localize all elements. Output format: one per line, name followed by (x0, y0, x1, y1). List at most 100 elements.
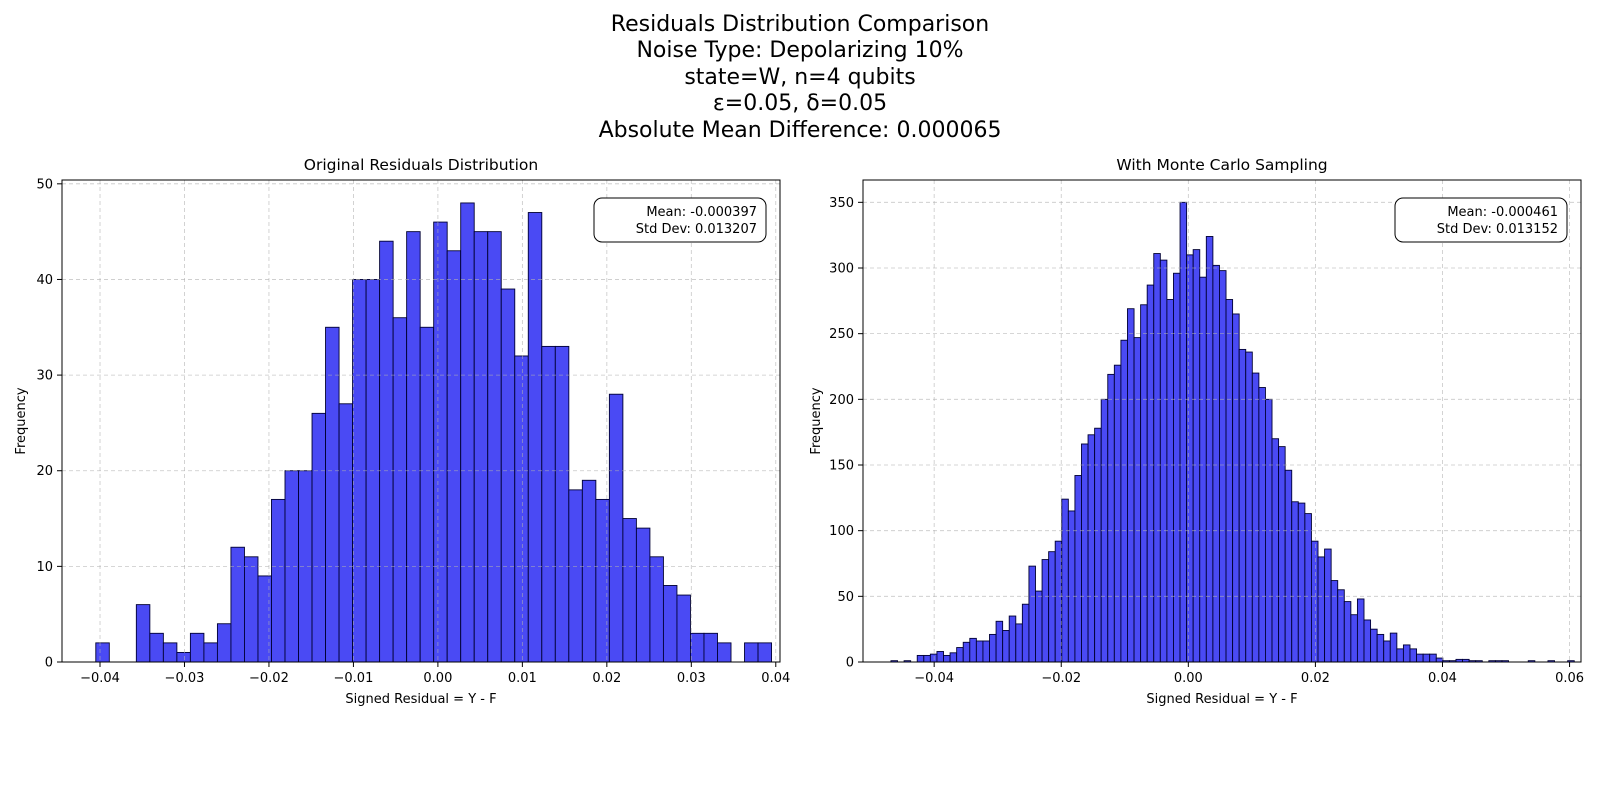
histogram-bar (1304, 513, 1312, 663)
y-tick-label: 0 (846, 656, 854, 671)
histogram-bar (1271, 438, 1280, 663)
histogram-bar (1310, 540, 1319, 663)
histogram-bar (982, 640, 990, 663)
histogram-bar (325, 326, 340, 663)
histogram-bar (975, 640, 984, 663)
histogram-bar (744, 642, 759, 663)
x-tick-label: −0.02 (249, 671, 289, 686)
histogram-bar (595, 498, 610, 663)
histogram-bar (1041, 559, 1050, 663)
suptitle-line: ε=0.05, δ=0.05 (712, 91, 888, 117)
x-axis-label: Signed Residual = Y - F (1146, 692, 1297, 707)
histogram-bar (379, 240, 394, 663)
stats-mean: Mean: -0.000461 (1447, 205, 1558, 220)
histogram-bar (1087, 434, 1096, 663)
histogram-bar (923, 654, 931, 663)
x-tick-label: 0.00 (423, 671, 452, 686)
y-tick-label: 200 (829, 393, 854, 408)
histogram-bar (1002, 630, 1010, 663)
bars (95, 202, 773, 663)
x-tick-label: 0.02 (1301, 671, 1330, 686)
histogram-bar (1035, 590, 1043, 663)
axes-frame (61, 179, 781, 663)
suptitle-line: state=W, n=4 qubits (684, 64, 916, 90)
histogram-bar (1113, 364, 1122, 663)
histogram-bar (717, 642, 732, 663)
histogram-bar (514, 355, 529, 663)
x-tick-label: 0.02 (592, 671, 621, 686)
histogram-bar (216, 623, 232, 663)
histogram-bar (541, 345, 556, 663)
histogram-bar (406, 231, 421, 663)
histogram-bar (257, 575, 272, 663)
grid (863, 180, 1581, 663)
histogram-bar (1422, 653, 1431, 663)
histogram-bar (473, 231, 489, 663)
y-tick-label: 100 (829, 524, 854, 539)
histogram-bar (943, 654, 951, 663)
histogram-bar (1219, 270, 1227, 663)
histogram-bar (1245, 351, 1253, 663)
histogram-bar (1173, 272, 1181, 663)
histogram-bar (690, 632, 705, 663)
histogram-bar (568, 489, 583, 663)
stats-std: Std Dev: 0.013152 (1437, 222, 1558, 237)
histogram-bar (1383, 640, 1391, 663)
y-axis-label: Frequency (809, 387, 824, 454)
histogram-bar (1192, 249, 1201, 663)
y-tick-label: 50 (837, 590, 854, 605)
histogram-bar (1061, 498, 1069, 663)
stats-box (1394, 197, 1568, 243)
y-tick-label: 350 (829, 196, 854, 211)
histogram-bar (1205, 236, 1214, 663)
y-tick-label: 10 (36, 560, 53, 575)
histogram-bar (1146, 284, 1155, 663)
histogram-bar (1159, 259, 1168, 663)
histogram-bar (271, 498, 286, 663)
histogram-bar (1363, 619, 1372, 663)
x-tick-label: −0.02 (1041, 671, 1081, 686)
histogram-bar (527, 212, 543, 663)
histogram-bar (1140, 304, 1148, 663)
histogram-bar (1028, 565, 1036, 663)
x-tick-label: −0.01 (334, 671, 374, 686)
x-tick-label: −0.03 (165, 671, 205, 686)
histogram-bar (1278, 446, 1286, 663)
histogram-bar (1376, 633, 1385, 663)
histogram-bar (608, 393, 624, 663)
histogram-bar (949, 652, 958, 663)
histogram-bar (1225, 299, 1234, 663)
histogram-bar (1238, 348, 1247, 663)
histogram-bar (1402, 644, 1411, 663)
histogram-bar (1166, 299, 1174, 663)
histogram-bar (1021, 603, 1030, 663)
y-tick-label: 30 (36, 369, 53, 384)
histogram-bar (929, 653, 938, 663)
histogram-bar (1324, 548, 1332, 663)
histogram-bar (1258, 387, 1266, 663)
histogram-bar (1330, 580, 1339, 663)
histogram-bar (203, 642, 218, 663)
y-tick-label: 0 (45, 656, 53, 671)
histogram-bar (1067, 510, 1076, 663)
histogram-bar (446, 250, 462, 663)
x-tick-label: 0.06 (1555, 671, 1584, 686)
histogram-bar (1048, 551, 1056, 663)
histogram-bar (1291, 501, 1299, 663)
histogram-bar (1251, 372, 1260, 663)
histogram-bar (1284, 469, 1293, 663)
histogram-bar (162, 642, 178, 663)
histogram-bar (1297, 502, 1306, 663)
histogram-bar (419, 326, 435, 663)
x-tick-label: 0.00 (1174, 671, 1203, 686)
histogram-bar (676, 594, 691, 663)
histogram-bar (338, 403, 354, 663)
histogram-bar (554, 345, 570, 663)
x-tick-label: 0.04 (1428, 671, 1457, 686)
histogram-bar (1153, 253, 1161, 663)
histogram-bar (500, 288, 516, 663)
histogram-bar (1435, 657, 1444, 663)
histogram-bar (433, 221, 448, 663)
histogram-bar (1054, 540, 1063, 663)
